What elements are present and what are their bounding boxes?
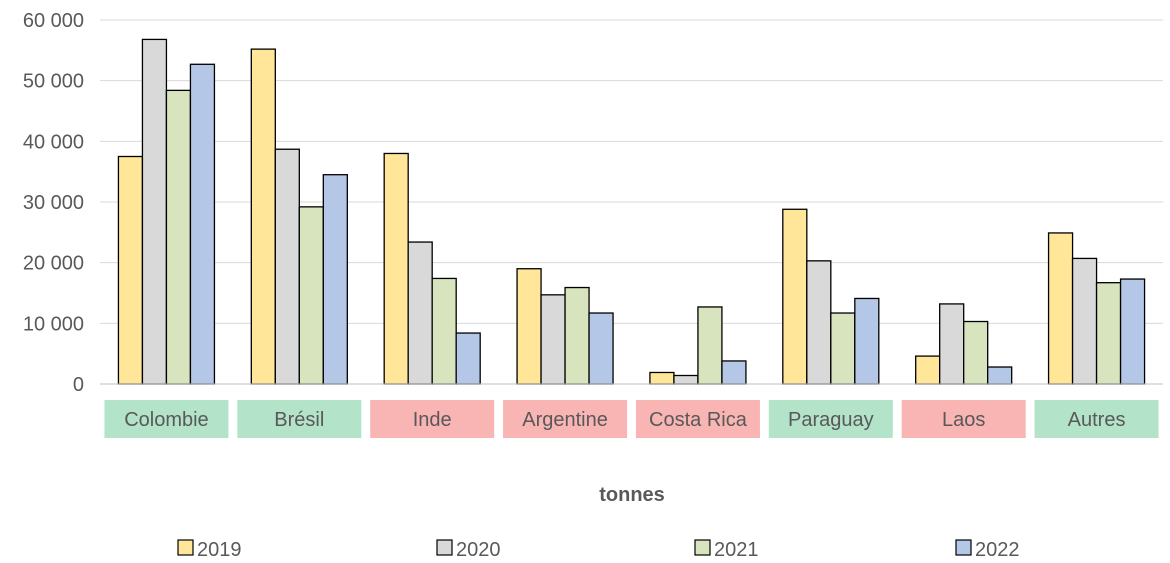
category-highlight bbox=[104, 400, 229, 438]
legend-swatch-2021 bbox=[694, 539, 711, 556]
bar-argentine-2022 bbox=[588, 312, 614, 385]
category-label: Laos bbox=[942, 409, 985, 431]
y-tick-label: 50 000 bbox=[23, 71, 84, 93]
bar-argentine-2020 bbox=[540, 294, 566, 385]
bars bbox=[117, 38, 1146, 385]
bar-autres-2021 bbox=[1095, 282, 1122, 385]
bar-br-sil-2022 bbox=[322, 174, 348, 385]
legend-label: 2021 bbox=[714, 539, 759, 561]
bar-inde-2020 bbox=[407, 241, 433, 385]
bar-costa-rica-2021 bbox=[697, 306, 723, 385]
bar-inde-2019 bbox=[383, 152, 409, 385]
y-tick-label: 20 000 bbox=[23, 253, 84, 275]
category-label: Brésil bbox=[274, 409, 324, 431]
category-label: Colombie bbox=[124, 409, 208, 431]
bar-br-sil-2021 bbox=[298, 206, 324, 385]
bar-argentine-2021 bbox=[564, 286, 590, 385]
legend-swatch-2020 bbox=[436, 539, 453, 556]
category-label: Argentine bbox=[522, 409, 608, 431]
x-axis-label: tonnes bbox=[599, 484, 665, 506]
bar-costa-rica-2019 bbox=[649, 371, 675, 385]
legend-swatch-2019 bbox=[177, 539, 194, 556]
category-label: Autres bbox=[1068, 409, 1126, 431]
legend: 2019 2020 2021 2022 bbox=[177, 539, 1020, 561]
bar-autres-2019 bbox=[1047, 232, 1074, 385]
legend-label: 2019 bbox=[197, 539, 242, 561]
bar-argentine-2019 bbox=[516, 268, 542, 385]
category-highlight bbox=[768, 400, 893, 438]
bar-costa-rica-2022 bbox=[721, 360, 747, 385]
bar-laos-2022 bbox=[987, 366, 1013, 385]
bar-inde-2022 bbox=[455, 332, 481, 385]
category-highlight bbox=[1034, 400, 1159, 438]
y-tick-label: 40 000 bbox=[23, 131, 84, 153]
category-label: Paraguay bbox=[788, 409, 874, 431]
y-tick-label: 0 bbox=[73, 374, 84, 396]
bar-laos-2020 bbox=[939, 303, 965, 385]
y-tick-label: 30 000 bbox=[23, 192, 84, 214]
bar-colombie-2022 bbox=[189, 63, 216, 385]
y-tick-label: 10 000 bbox=[23, 313, 84, 335]
bar-inde-2021 bbox=[431, 277, 457, 385]
category-label: Inde bbox=[413, 409, 452, 431]
category-highlight bbox=[503, 400, 628, 438]
bar-br-sil-2019 bbox=[250, 48, 276, 385]
bar-colombie-2019 bbox=[117, 155, 144, 385]
bar-autres-2020 bbox=[1071, 257, 1098, 385]
bar-paraguay-2021 bbox=[830, 312, 856, 385]
category-labels: Colombie Brésil Inde Argentine Costa Rica Par… bbox=[104, 400, 1159, 438]
bar-laos-2021 bbox=[963, 320, 989, 385]
category-highlight bbox=[237, 400, 362, 438]
category-highlight bbox=[901, 400, 1026, 438]
y-tick-label: 60 000 bbox=[23, 10, 84, 32]
bar-paraguay-2022 bbox=[854, 297, 880, 385]
bar-colombie-2020 bbox=[141, 38, 168, 385]
legend-label: 2020 bbox=[456, 539, 501, 561]
category-highlight bbox=[370, 400, 495, 438]
category-label: Costa Rica bbox=[649, 409, 748, 431]
bar-paraguay-2019 bbox=[782, 208, 808, 385]
bar-colombie-2021 bbox=[165, 89, 192, 385]
bar-br-sil-2020 bbox=[274, 148, 300, 385]
category-highlight bbox=[635, 400, 760, 438]
y-axis-ticks: 0 10 000 20 000 30 000 40 000 50 000 60 000 bbox=[23, 10, 84, 396]
bar-costa-rica-2020 bbox=[673, 374, 699, 385]
legend-label: 2022 bbox=[975, 539, 1020, 561]
bar-autres-2022 bbox=[1119, 278, 1146, 385]
legend-swatch-2022 bbox=[955, 539, 972, 556]
bar-paraguay-2020 bbox=[806, 260, 832, 385]
bar-laos-2019 bbox=[915, 355, 941, 385]
